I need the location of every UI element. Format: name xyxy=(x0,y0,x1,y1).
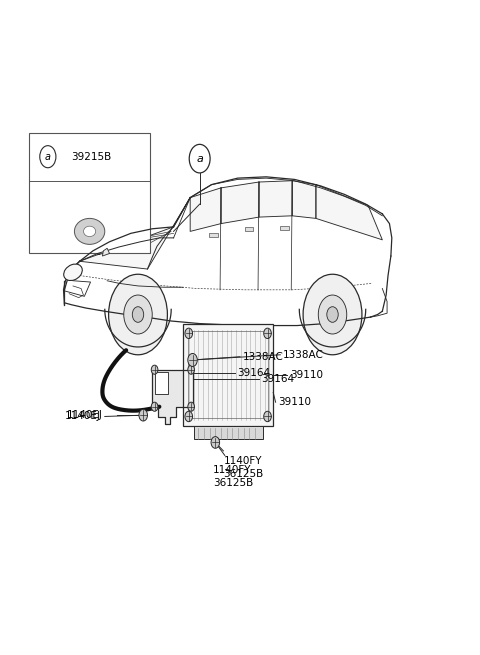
Bar xyxy=(280,226,289,230)
Circle shape xyxy=(108,274,168,355)
Bar xyxy=(193,426,263,440)
Text: 39164: 39164 xyxy=(238,368,271,378)
Circle shape xyxy=(185,328,192,339)
Text: a: a xyxy=(45,152,51,162)
Bar xyxy=(29,133,150,253)
Ellipse shape xyxy=(84,226,96,236)
Circle shape xyxy=(303,274,362,355)
Bar xyxy=(188,331,268,419)
Ellipse shape xyxy=(74,218,105,244)
Bar xyxy=(245,227,253,231)
Circle shape xyxy=(318,295,347,334)
Text: 1140EJ: 1140EJ xyxy=(67,410,103,420)
Bar xyxy=(183,324,273,426)
Text: 36125B: 36125B xyxy=(213,477,253,488)
Text: 39164: 39164 xyxy=(261,375,294,384)
Polygon shape xyxy=(316,185,383,240)
Polygon shape xyxy=(80,198,190,269)
Circle shape xyxy=(124,295,152,334)
Polygon shape xyxy=(259,181,292,217)
Bar xyxy=(209,233,218,236)
Text: a: a xyxy=(196,154,203,164)
Ellipse shape xyxy=(64,264,82,280)
Circle shape xyxy=(185,411,192,422)
Text: 1140FY: 1140FY xyxy=(213,465,252,475)
Text: 1140FY: 1140FY xyxy=(223,456,262,466)
Circle shape xyxy=(264,411,271,422)
Text: 39215B: 39215B xyxy=(72,152,112,162)
Circle shape xyxy=(188,365,194,374)
Circle shape xyxy=(139,409,147,421)
Polygon shape xyxy=(152,369,192,424)
Circle shape xyxy=(151,365,158,374)
Circle shape xyxy=(151,402,158,411)
Circle shape xyxy=(211,437,219,448)
Circle shape xyxy=(264,328,271,339)
Polygon shape xyxy=(221,182,259,223)
Text: 1338AC: 1338AC xyxy=(283,350,324,360)
Circle shape xyxy=(188,402,194,411)
Circle shape xyxy=(132,307,144,322)
Text: 39110: 39110 xyxy=(278,397,311,407)
Text: 39110: 39110 xyxy=(290,370,323,380)
Polygon shape xyxy=(190,188,221,231)
Polygon shape xyxy=(102,248,109,256)
Text: 1140EJ: 1140EJ xyxy=(64,411,100,421)
Text: 36125B: 36125B xyxy=(223,468,264,479)
Circle shape xyxy=(40,145,56,168)
Circle shape xyxy=(327,307,338,322)
Text: 1338AC: 1338AC xyxy=(242,352,283,362)
Circle shape xyxy=(188,354,197,366)
Circle shape xyxy=(189,144,210,173)
Polygon shape xyxy=(155,371,168,394)
Polygon shape xyxy=(292,181,316,218)
